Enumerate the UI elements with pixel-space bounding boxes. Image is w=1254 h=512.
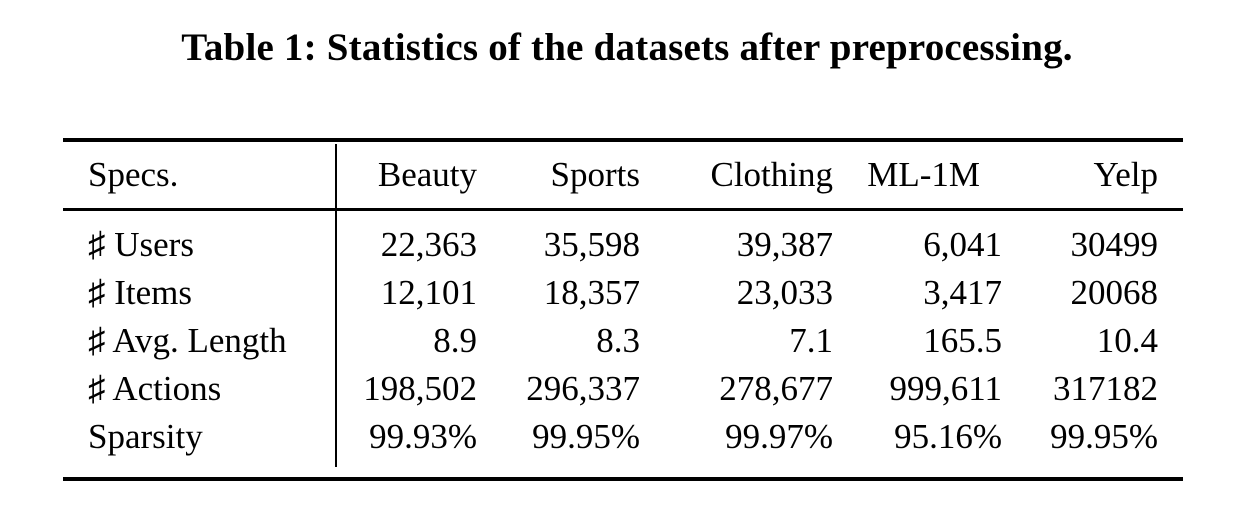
header-row: Specs. Beauty Sports Clothing ML-1M Yelp (63, 142, 1183, 208)
column-header-ml-1m: ML-1M (867, 155, 980, 194)
dataset-statistics-table: Specs. Beauty Sports Clothing ML-1M Yelp… (63, 138, 1183, 481)
column-header-clothing: Clothing (710, 155, 833, 194)
sparsity-ml-1m: 95.16% (894, 417, 1002, 456)
row-label-users: ♯ Users (88, 225, 194, 264)
actions-beauty: 198,502 (363, 369, 477, 408)
sparsity-beauty: 99.93% (369, 417, 477, 456)
header-divider-rule (63, 208, 1183, 211)
row-label-sparsity: Sparsity (88, 417, 203, 456)
table-caption: Table 1: Statistics of the datasets afte… (181, 26, 1073, 69)
row-actions: ♯ Actions 198,502 296,337 278,677 999,61… (63, 365, 1183, 413)
column-header-yelp: Yelp (1093, 155, 1158, 194)
avg-length-ml-1m: 165.5 (923, 321, 1002, 360)
items-beauty: 12,101 (380, 273, 477, 312)
column-divider-rule (335, 144, 337, 467)
users-yelp: 30499 (1070, 225, 1159, 264)
users-clothing: 39,387 (736, 225, 833, 264)
top-rule (63, 138, 1183, 142)
items-yelp: 20068 (1070, 273, 1159, 312)
column-header-beauty: Beauty (377, 155, 477, 194)
sparsity-yelp: 99.95% (1050, 417, 1158, 456)
stats-table: Specs. Beauty Sports Clothing ML-1M Yelp… (63, 142, 1183, 461)
items-sports: 18,357 (543, 273, 640, 312)
row-label-actions: ♯ Actions (88, 369, 222, 408)
row-items: ♯ Items 12,101 18,357 23,033 3,417 20068 (63, 269, 1183, 317)
users-ml-1m: 6,041 (923, 225, 1002, 264)
row-label-avg-length: ♯ Avg. Length (88, 321, 287, 360)
column-header-sports: Sports (550, 155, 640, 194)
spacer-row (63, 208, 1183, 221)
items-clothing: 23,033 (736, 273, 833, 312)
actions-sports: 296,337 (526, 369, 640, 408)
row-users: ♯ Users 22,363 35,598 39,387 6,041 30499 (63, 221, 1183, 269)
row-avg-length: ♯ Avg. Length 8.9 8.3 7.1 165.5 10.4 (63, 317, 1183, 365)
column-header-specs: Specs. (88, 155, 179, 194)
row-label-items: ♯ Items (88, 273, 193, 312)
users-sports: 35,598 (543, 225, 640, 264)
sparsity-clothing: 99.97% (725, 417, 833, 456)
bottom-rule (63, 477, 1183, 481)
actions-clothing: 278,677 (719, 369, 833, 408)
avg-length-yelp: 10.4 (1096, 321, 1158, 360)
row-sparsity: Sparsity 99.93% 99.95% 99.97% 95.16% 99.… (63, 413, 1183, 461)
actions-ml-1m: 999,611 (889, 369, 1002, 408)
avg-length-clothing: 7.1 (789, 321, 833, 360)
sparsity-sports: 99.95% (532, 417, 640, 456)
actions-yelp: 317182 (1053, 369, 1158, 408)
avg-length-beauty: 8.9 (433, 321, 477, 360)
users-beauty: 22,363 (380, 225, 477, 264)
avg-length-sports: 8.3 (596, 321, 640, 360)
items-ml-1m: 3,417 (923, 273, 1002, 312)
